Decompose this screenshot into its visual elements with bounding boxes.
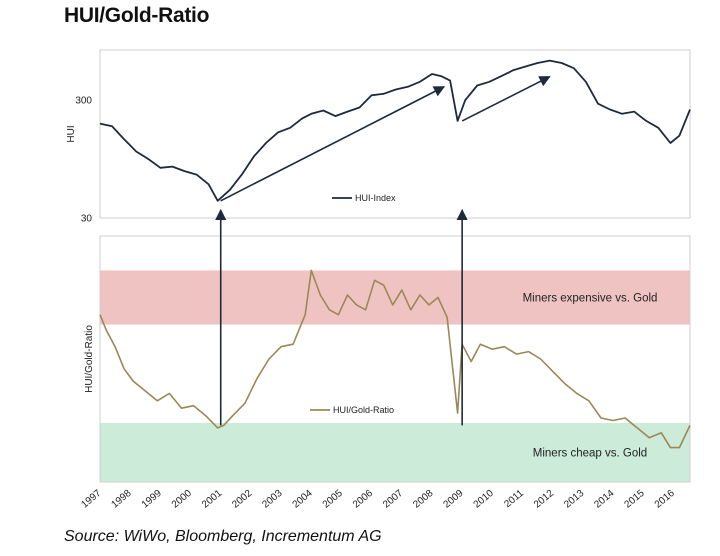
- x-tick-label: 2016: [653, 488, 677, 511]
- hui-legend-label: HUI-Index: [355, 193, 396, 203]
- hui-index-line: [99, 59, 691, 202]
- hui-y-tick-label: 30: [81, 214, 93, 225]
- x-tick-label: 2013: [562, 488, 586, 511]
- x-tick-label: 2008: [411, 488, 435, 511]
- x-tick-label: 2012: [532, 488, 556, 511]
- hui-gold-ratio-line: [99, 269, 691, 449]
- x-tick-label: 2014: [592, 488, 616, 511]
- band-label-expensive: Miners expensive vs. Gold: [523, 293, 658, 305]
- chart-title: HUI/Gold-Ratio: [64, 4, 210, 27]
- ratio-y-axis-label: HUI/Gold-Ratio: [84, 325, 95, 393]
- ratio-plot-frame: [99, 235, 691, 483]
- band-label-cheap: Miners cheap vs. Gold: [533, 447, 647, 459]
- x-tick-label: 2005: [321, 488, 345, 511]
- hui-y-tick-label: 300: [75, 96, 92, 107]
- x-tick-label: 2007: [381, 488, 405, 511]
- x-tick-label: 2001: [200, 488, 224, 511]
- x-tick-label: 1998: [110, 488, 134, 511]
- band-expensive: [100, 270, 690, 325]
- trend-arrow-2: [461, 75, 551, 122]
- hui-y-axis-label: HUI: [66, 125, 77, 142]
- x-tick-label: 2003: [260, 488, 284, 511]
- x-tick-label: 2004: [291, 488, 315, 511]
- ratio-legend-label: HUI/Gold-Ratio: [333, 405, 394, 415]
- band-cheap: [100, 422, 690, 482]
- x-tick-label: 2002: [230, 488, 254, 511]
- hui-plot-frame: [99, 49, 691, 219]
- x-tick-label: 2010: [472, 488, 496, 511]
- x-tick-label: 2011: [502, 488, 526, 511]
- x-tick-label: 2009: [441, 488, 465, 511]
- x-tick-label: 2015: [623, 488, 647, 511]
- x-tick-label: 2006: [351, 488, 375, 511]
- source-note: Source: WiWo, Bloomberg, Incrementum AG: [64, 528, 382, 545]
- x-tick-label: 1999: [140, 488, 164, 511]
- trend-arrow-1: [220, 86, 446, 202]
- x-tick-label: 2000: [170, 488, 194, 511]
- x-tick-label: 1997: [79, 488, 103, 511]
